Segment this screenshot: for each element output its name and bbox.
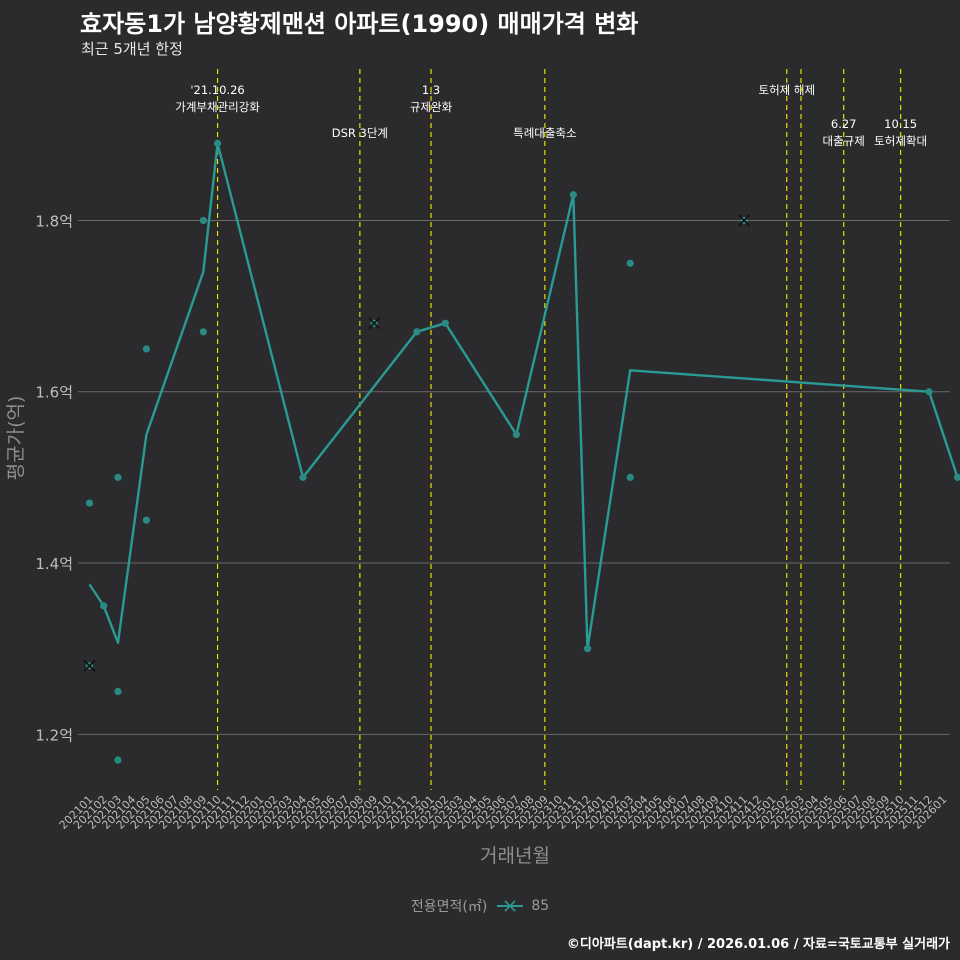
data-point — [626, 259, 634, 267]
series-line-85 — [88, 142, 959, 650]
data-point — [114, 687, 122, 696]
cross-marker — [738, 214, 751, 227]
data-point — [142, 345, 151, 353]
cross-marker-stroke — [738, 214, 751, 227]
source-caption: ©디아파트(dapt.kr) / 2026.01.06 / 자료=국토교통부 실… — [566, 937, 950, 952]
data-point — [85, 499, 94, 507]
cross-marker — [83, 659, 96, 672]
event-label: 대출규제 — [823, 134, 865, 148]
event-label: 토허제확대 — [874, 134, 927, 148]
data-point — [199, 216, 207, 225]
y-tick-label: 1.8억 — [35, 212, 73, 230]
series-line-layer — [88, 142, 959, 650]
data-point — [142, 516, 151, 524]
event-label: 10.15 — [884, 117, 917, 131]
event-label: 특례대출축소 — [513, 126, 576, 140]
data-point — [114, 473, 122, 481]
event-label: 토허제 해제 — [758, 83, 815, 97]
chart-subtitle: 최근 5개년 한정 — [81, 40, 183, 58]
legend: 전용면적(㎡) 85 — [0, 896, 960, 916]
legend-title: 전용면적(㎡) — [410, 899, 488, 915]
data-point — [626, 473, 634, 481]
legend-label: 85 — [531, 898, 550, 914]
data-point — [100, 602, 108, 610]
grid-layer — [78, 219, 950, 735]
cross-marker-stroke — [368, 317, 381, 330]
event-label: 1.3 — [422, 83, 440, 97]
data-point — [299, 473, 307, 481]
data-point — [569, 191, 577, 199]
data-point — [213, 139, 222, 147]
y-axis-title: 평균가(억) — [5, 396, 27, 481]
y-tick-label: 1.2억 — [35, 726, 73, 744]
data-point — [583, 645, 592, 653]
x-axis-title: 거래년월 — [480, 845, 550, 867]
event-label: 규제완화 — [410, 100, 453, 114]
y-tick-label: 1.4억 — [35, 555, 73, 573]
y-tick-layer: 1.2억 1.4억 1.6억 1.8억 — [35, 212, 73, 744]
data-point — [953, 473, 960, 481]
y-tick-label: 1.6억 — [35, 384, 73, 402]
chart-title: 효자동1가 남양황제맨션 아파트(1990) 매매가격 변화 — [80, 10, 639, 38]
event-label: '21.10.26 — [190, 83, 244, 97]
x-tick-layer: 2021012021022021032021042021052021062021… — [57, 793, 950, 832]
data-point — [925, 388, 933, 396]
event-label: DSR 3단계 — [332, 126, 388, 140]
event-label: 6.27 — [831, 117, 857, 131]
data-point — [199, 328, 207, 336]
cross-marker-stroke — [83, 659, 96, 672]
data-point — [512, 430, 521, 439]
cross-marker — [368, 317, 381, 330]
legend-key-icon — [497, 900, 524, 912]
data-point — [441, 319, 449, 327]
data-point — [114, 756, 122, 764]
data-point — [413, 328, 421, 336]
point-layer — [83, 139, 960, 764]
event-label: 가계부채관리강화 — [175, 100, 260, 114]
